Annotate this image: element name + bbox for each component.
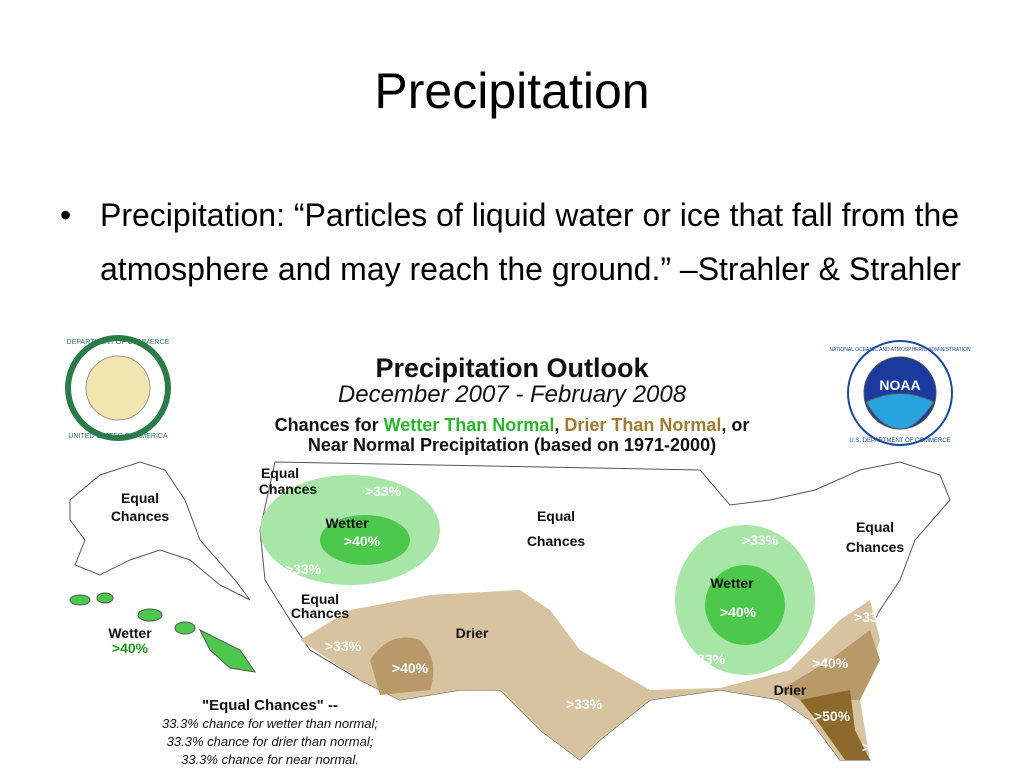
legend-line: 33.3% chance for near normal. [181,752,359,767]
logo-text: UNITED STATES OF AMERICA [68,433,168,440]
map-label: >33% [365,483,402,499]
legend: "Equal Chances" -- 33.3% chance for wett… [162,697,378,767]
map-label: >33% [325,638,362,654]
map-caption: Near Normal Precipitation (based on 1971… [308,435,716,455]
bullet-text: Precipitation: “Particles of liquid wate… [100,197,961,287]
map-label: Wetter [710,575,754,591]
map-shapes [65,335,953,761]
drier-50 [800,690,870,760]
map-label: Chances [111,508,170,524]
legend-line: 33.3% chance for wetter than normal; [162,716,378,731]
logo-text: NATIONAL OCEANIC AND ATMOSPHERIC ADMINIS… [829,347,971,353]
drier-40 [370,630,880,700]
map-label: Chances [527,533,586,549]
map-labels: Equal Chances Equal Chances >33% Wetter … [108,465,904,755]
slide-title: Precipitation [374,63,650,119]
map-title: Precipitation Outlook [375,353,649,383]
map-label: Equal [537,508,575,524]
map-label: Equal [301,591,339,607]
caption-part: Chances for [275,415,384,435]
caption-part: , [554,415,564,435]
right-logo [847,340,953,446]
map-label: >33% [854,609,891,625]
caption-part: Wetter Than Normal [384,415,555,435]
map-label: >33% [689,651,726,667]
wetter-40-west [320,515,410,565]
map-label: Equal [121,490,159,506]
map-label: Chances [846,539,905,555]
logo-text: NOAA [879,377,920,393]
map-label: >33% [742,532,779,548]
alaska [69,461,251,601]
map-label: Chances [259,481,318,497]
map-caption: Chances for Wetter Than Normal, Drier Th… [275,415,750,435]
caption-part: Drier Than Normal [564,415,721,435]
wetter-40-east [705,565,785,645]
map-label: >40% [720,604,757,620]
drier-33 [300,590,880,760]
map-label: Wetter [325,515,369,531]
legend-line: 33.3% chance for drier than normal; [167,734,374,749]
logo-text: U.S. DEPARTMENT OF COMMERCE [849,438,950,444]
map-label: >40% [392,660,429,676]
map-label: Wetter [108,625,152,641]
map-label: >40% [344,533,381,549]
map-label: >33% [285,561,322,577]
map-label: Equal [261,465,299,481]
map-label: Drier [774,682,807,698]
map-subtitle: December 2007 - February 2008 [338,381,687,408]
map-label: >33% [566,696,603,712]
map-label: Chances [291,605,350,621]
map-label: >50% [814,708,851,724]
hawaii [69,592,257,673]
map-label: >40% [812,655,849,671]
map-label: Equal [856,519,894,535]
legend-heading: "Equal Chances" -- [202,697,338,714]
map-label: >40% [862,739,899,755]
map-label: >40% [112,640,149,656]
caption-part: , or [721,415,749,435]
map-label: Drier [456,625,489,641]
left-logo [65,335,171,441]
bullet-marker: • [60,197,72,233]
logo-text: DEPARTMENT OF COMMERCE [67,339,170,346]
